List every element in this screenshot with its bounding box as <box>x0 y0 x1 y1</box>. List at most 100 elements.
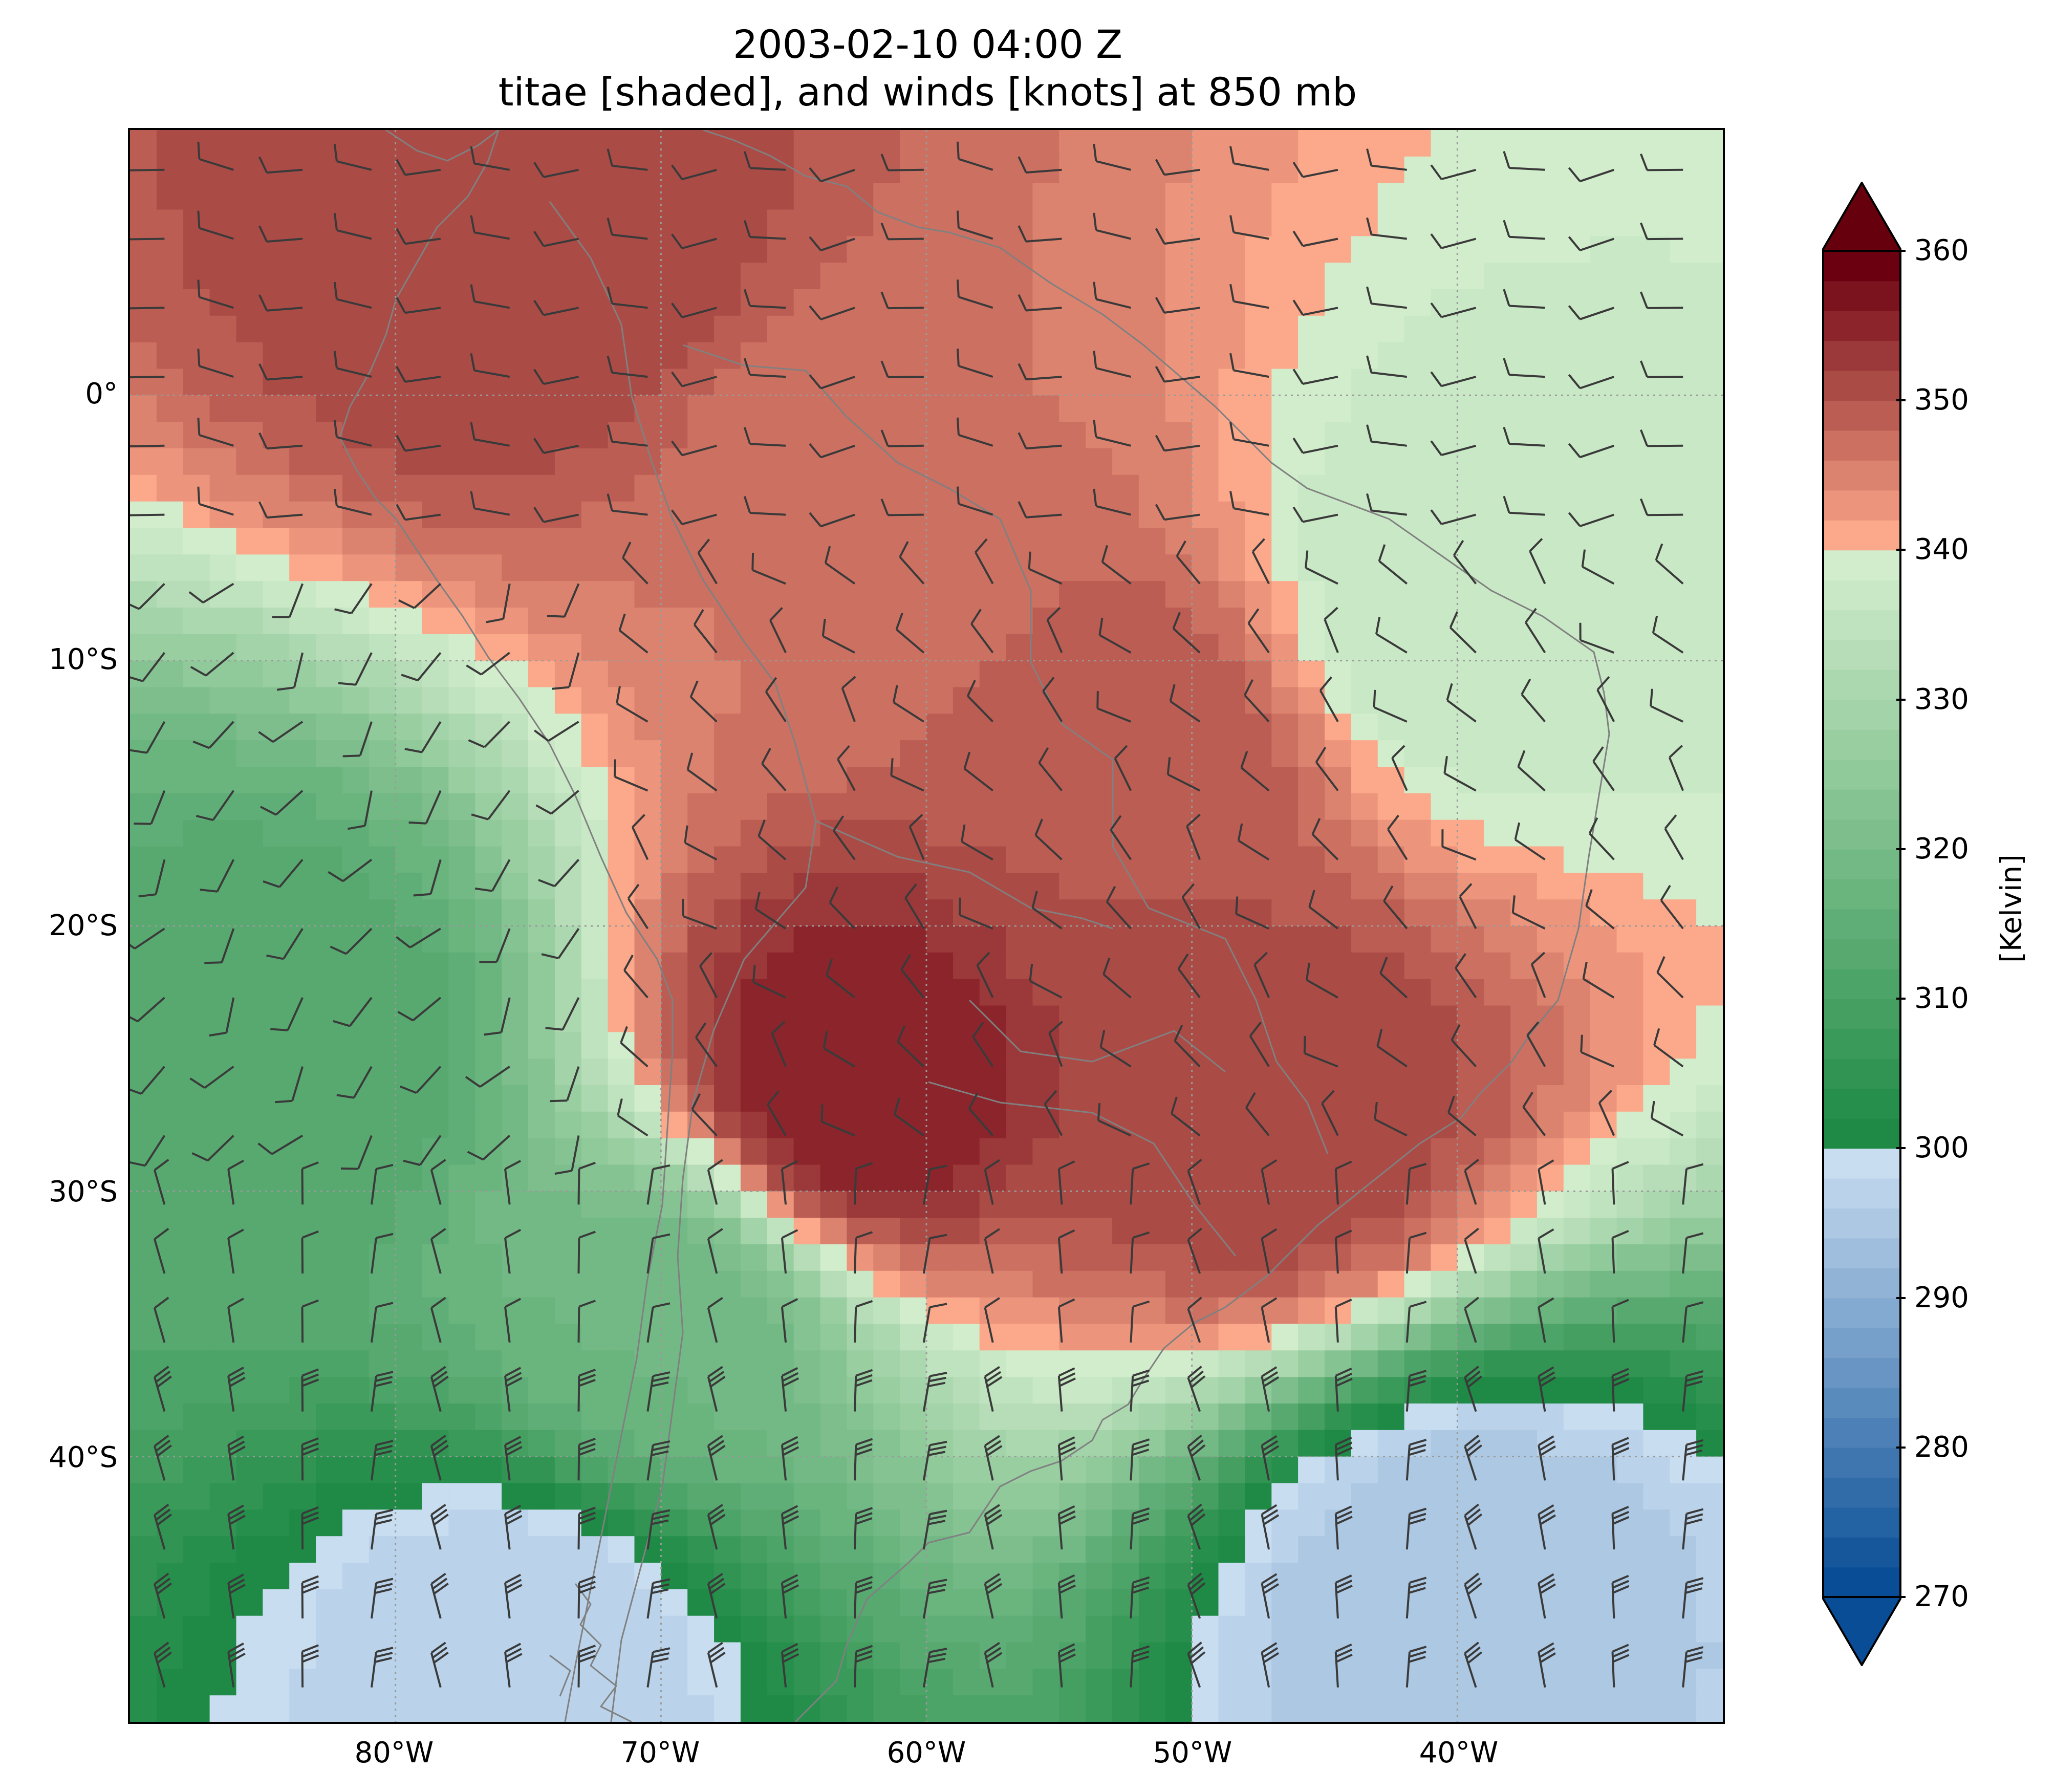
field-cell <box>448 1350 476 1378</box>
field-cell <box>183 369 210 396</box>
field-cell <box>847 714 874 741</box>
field-cell <box>1165 342 1193 370</box>
field-cell <box>581 554 609 582</box>
wind-barb <box>751 552 786 585</box>
field-cell <box>1059 819 1087 847</box>
field-cell <box>1563 1669 1591 1696</box>
field-cell <box>926 1270 954 1298</box>
wind-barb <box>623 955 648 999</box>
colorbar-band <box>1822 1387 1901 1418</box>
field-cell <box>847 1324 874 1351</box>
wind-barb <box>1405 1162 1427 1205</box>
field-cell <box>1484 1509 1511 1537</box>
field-cell <box>183 130 210 157</box>
wind-barb <box>1018 363 1062 381</box>
field-cell <box>1086 1563 1113 1590</box>
field-cell <box>1165 714 1193 741</box>
field-cell <box>767 1669 794 1696</box>
wind-barb <box>646 1647 670 1688</box>
field-cell <box>1138 1695 1166 1722</box>
field-cell <box>263 1005 290 1033</box>
field-cell <box>581 1669 609 1696</box>
field-cell <box>1696 342 1723 370</box>
field-cell <box>1218 156 1246 184</box>
wind-barb <box>1130 1507 1150 1550</box>
field-cell <box>1484 263 1511 290</box>
wind-barb <box>154 1642 172 1688</box>
field-cell <box>979 1218 1007 1245</box>
field-cell <box>1112 130 1139 157</box>
field-cell <box>156 1695 184 1722</box>
field-cell <box>1086 1589 1113 1616</box>
field-cell <box>156 395 184 423</box>
field-cell <box>1590 873 1617 900</box>
wind-barb <box>1387 814 1408 860</box>
field-cell <box>1032 1404 1060 1431</box>
wind-barb <box>227 1573 246 1619</box>
wind-barb <box>396 927 441 948</box>
field-cell <box>1165 1695 1193 1722</box>
field-cell <box>1218 183 1246 210</box>
field-cell <box>740 660 768 688</box>
wind-barb <box>577 1230 596 1274</box>
wind-barb <box>1172 612 1201 654</box>
field-cell <box>1271 793 1299 821</box>
wind-barb <box>1229 422 1269 447</box>
field-cell <box>316 1297 343 1325</box>
field-cell <box>422 660 449 688</box>
field-cell <box>661 873 688 900</box>
field-cell <box>714 1350 741 1378</box>
field-cell <box>236 1032 264 1060</box>
field-cell <box>581 1483 609 1510</box>
field-cell <box>900 1164 927 1192</box>
wind-barb <box>371 1371 394 1412</box>
field-cell <box>342 926 370 953</box>
field-cell <box>1006 1695 1033 1722</box>
field-cell <box>502 1615 529 1643</box>
field-cell <box>1059 1111 1087 1139</box>
field-cell <box>1351 1483 1378 1510</box>
field-cell <box>873 1615 901 1643</box>
field-cell <box>1112 448 1139 476</box>
field-cell <box>953 581 980 608</box>
field-cell <box>263 1404 290 1431</box>
field-cell <box>767 1218 794 1245</box>
field-cell <box>1696 263 1723 290</box>
field-cell <box>1457 1111 1485 1139</box>
field-cell <box>1245 554 1272 582</box>
wind-barb <box>781 1436 799 1481</box>
field-cell <box>1298 1430 1325 1457</box>
latitude-label: 20°S <box>49 909 118 942</box>
field-cell <box>1537 1695 1564 1722</box>
field-cell <box>1059 952 1087 980</box>
field-cell <box>1590 926 1617 953</box>
wind-barb <box>535 790 579 815</box>
field-cell <box>1086 1059 1113 1086</box>
field-cell <box>953 819 980 847</box>
field-cell <box>342 767 370 794</box>
south-america-coastline <box>339 130 1610 1722</box>
field-cell <box>820 474 848 502</box>
wind-barb <box>533 230 579 247</box>
field-cell <box>1404 793 1432 821</box>
field-cell <box>1192 793 1219 821</box>
field-cell <box>873 209 901 237</box>
wind-barb <box>470 353 510 378</box>
field-cell <box>236 926 264 953</box>
field-cell <box>1590 1695 1617 1722</box>
field-cell <box>554 1563 582 1590</box>
field-cell <box>1563 369 1591 396</box>
field-cell <box>395 156 423 184</box>
field-cell <box>263 1483 290 1510</box>
field-cell <box>608 846 635 874</box>
field-cell <box>263 634 290 661</box>
field-cell <box>209 236 237 264</box>
field-cell <box>1431 1509 1458 1537</box>
field-cell <box>926 740 954 767</box>
plot-title: 2003-02-10 04:00 Z <box>732 21 1123 67</box>
field-cell <box>1616 608 1644 635</box>
field-cell <box>395 979 423 1006</box>
field-cell <box>1218 1191 1246 1219</box>
field-cell <box>1616 1404 1644 1431</box>
field-cell <box>369 608 396 635</box>
